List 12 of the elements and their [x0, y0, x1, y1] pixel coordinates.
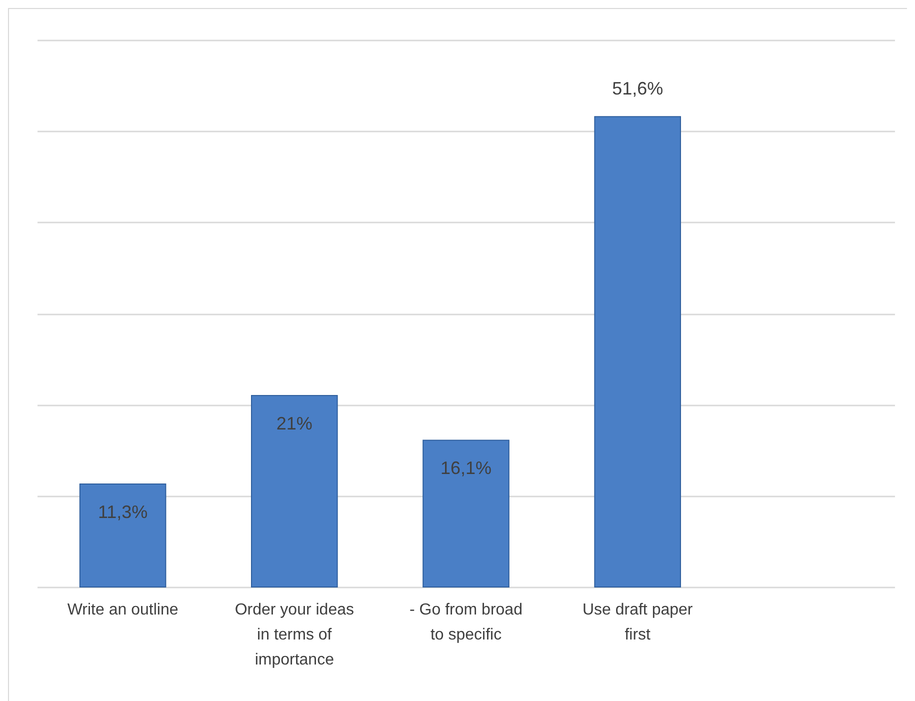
bar — [79, 483, 166, 588]
data-label: 16,1% — [440, 458, 492, 478]
bar — [594, 116, 681, 588]
x-tick-label: Use draft paper first — [582, 602, 694, 644]
bar — [422, 440, 510, 588]
x-tick-label: - Go from broad to specific — [410, 602, 522, 644]
bar — [251, 395, 338, 588]
x-tick-label: Write an outline — [67, 602, 178, 618]
x-tick-label: Order your ideas in terms of importance — [234, 602, 354, 668]
data-label: 21% — [276, 414, 312, 434]
data-label: 51,6% — [612, 78, 664, 99]
data-label: 11,3% — [98, 502, 148, 522]
